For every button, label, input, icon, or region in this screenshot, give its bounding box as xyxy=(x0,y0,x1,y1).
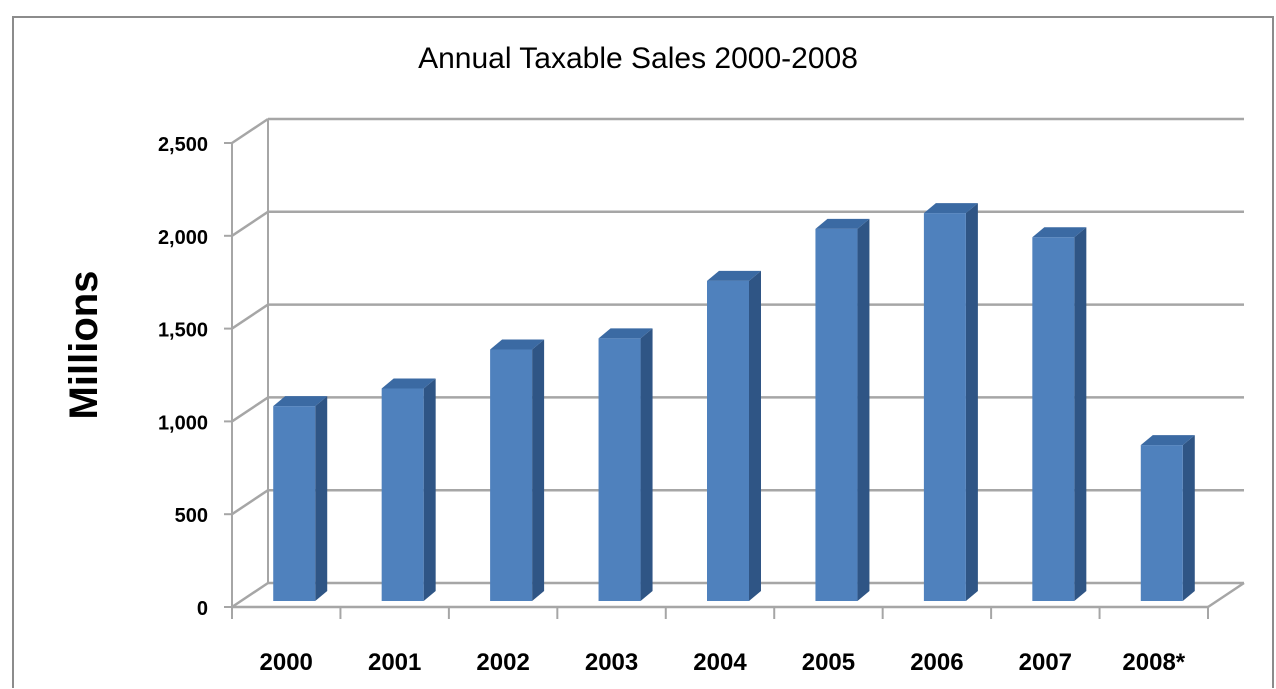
bar xyxy=(1032,237,1075,601)
gridline-depth xyxy=(231,117,269,145)
chart-title: Annual Taxable Sales 2000-2008 xyxy=(418,42,858,75)
gridline-depth xyxy=(231,210,269,237)
y-tick-label: 2,000 xyxy=(158,227,208,249)
x-tick-label: 2008* xyxy=(1122,649,1185,676)
x-tick-label: 2007 xyxy=(1019,649,1072,676)
y-tick-label: 1,500 xyxy=(158,320,208,342)
bar-top xyxy=(381,378,436,389)
bar-side xyxy=(965,203,978,601)
bar xyxy=(490,349,533,601)
bar-side xyxy=(749,270,761,601)
bar-side xyxy=(532,339,545,601)
x-tick-label: 2003 xyxy=(585,649,638,676)
floor-right-edge xyxy=(1207,581,1245,609)
gridline-depth xyxy=(231,396,269,423)
bar xyxy=(598,338,641,601)
x-tick-label: 2004 xyxy=(693,649,747,676)
axes xyxy=(224,119,1245,619)
y-axis-label: Millions xyxy=(62,271,106,420)
bar-top xyxy=(598,328,653,339)
bar-top xyxy=(707,270,761,281)
y-tick-label: 500 xyxy=(175,505,208,527)
bar-top xyxy=(923,203,978,214)
bar-top xyxy=(1032,227,1087,238)
x-tick-label: 2001 xyxy=(368,649,421,676)
bar xyxy=(381,388,424,601)
y-tick-labels: 0 500 1,000 1,500 2,000 2,500 xyxy=(158,134,208,620)
bar-side xyxy=(423,378,436,601)
y-tick-label: 0 xyxy=(197,598,208,620)
bar xyxy=(273,406,316,601)
bar-side xyxy=(1182,435,1195,601)
bar xyxy=(1140,445,1183,601)
bar-top xyxy=(273,396,328,407)
gridline-depth xyxy=(231,303,269,330)
bar-side xyxy=(640,328,653,601)
bar-side xyxy=(1074,227,1087,601)
y-tick-label: 2,500 xyxy=(158,134,208,156)
bar-top xyxy=(815,218,870,229)
bar-side xyxy=(857,218,870,601)
gridline-depth xyxy=(231,581,269,609)
bar xyxy=(923,213,966,601)
bar xyxy=(707,280,749,601)
bars xyxy=(273,203,1195,601)
bar-top xyxy=(490,339,545,350)
x-tick-label: 2000 xyxy=(260,649,313,676)
bar-top xyxy=(1140,435,1195,446)
y-tick-label: 1,000 xyxy=(158,412,208,434)
x-tick-labels: 2000 2001 2002 2003 2004 2005 2006 2007 2008* xyxy=(260,649,1186,676)
x-tick-label: 2006 xyxy=(910,649,963,676)
bar-side xyxy=(315,396,328,601)
x-tick-label: 2005 xyxy=(802,649,855,676)
bar xyxy=(815,228,858,601)
x-tick-label: 2002 xyxy=(476,649,529,676)
gridline-depth xyxy=(231,489,269,516)
